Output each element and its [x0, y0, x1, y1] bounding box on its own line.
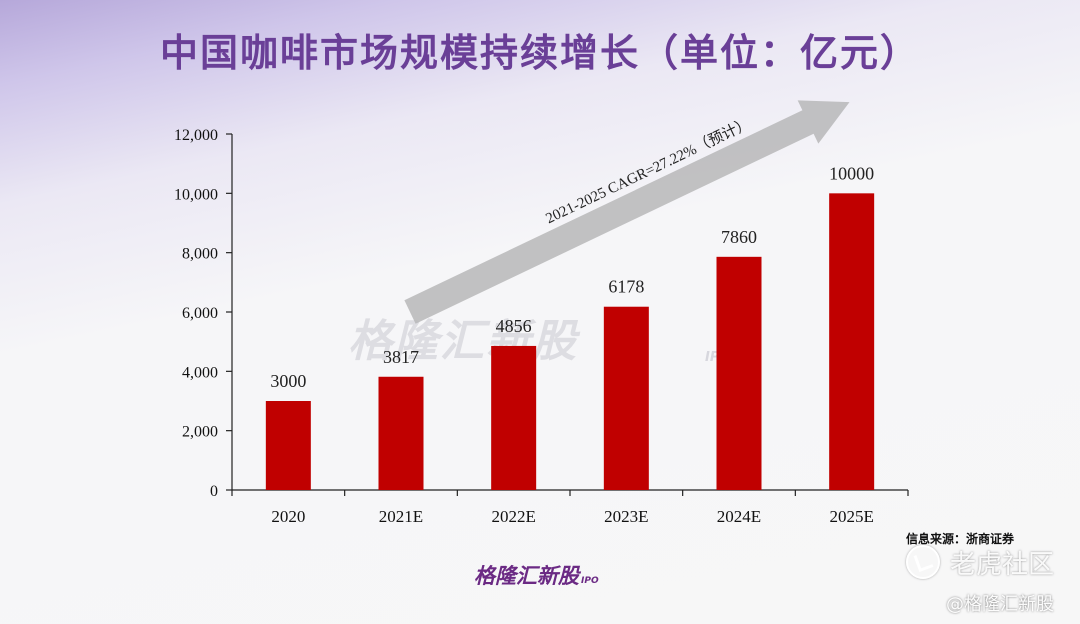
- data-label: 3000: [270, 371, 306, 391]
- bar: [829, 193, 875, 491]
- page-title: 中国咖啡市场规模持续增长（单位：亿元）: [159, 31, 920, 75]
- x-tick-label: 2020: [271, 507, 305, 526]
- y-tick-label: 0: [210, 483, 218, 500]
- data-label: 10000: [829, 163, 874, 183]
- x-tick-label: 2024E: [717, 507, 761, 526]
- y-tick-label: 10,000: [174, 186, 218, 203]
- y-tick-label: 6,000: [182, 305, 218, 322]
- bar: [716, 256, 762, 490]
- bar: [603, 306, 649, 490]
- data-label: 4856: [496, 316, 532, 336]
- y-tick-label: 8,000: [182, 246, 218, 263]
- author-handle: @格隆汇新股: [946, 594, 1054, 615]
- data-label: 3817: [383, 347, 419, 367]
- brand-tag: IPO: [581, 576, 599, 586]
- trend-arrow-shape: [404, 100, 850, 324]
- x-tick-label: 2023E: [604, 507, 648, 526]
- bar: [491, 345, 537, 490]
- x-tick-label: 2022E: [491, 507, 535, 526]
- data-label: 6178: [608, 277, 644, 297]
- bar: [378, 376, 424, 490]
- data-label: 7860: [721, 227, 757, 247]
- tiger-community-watermark: 老虎社区: [906, 542, 1054, 582]
- center-watermark: 格隆汇新股: [348, 316, 578, 367]
- community-name: 老虎社区: [950, 549, 1055, 580]
- bar: [265, 401, 311, 490]
- brand-logo: 格隆汇新股 IPO: [474, 560, 599, 590]
- source-note: 信息来源：浙商证券: [906, 532, 1015, 546]
- y-tick-label: 2,000: [182, 424, 218, 441]
- x-tick-label: 2021E: [379, 507, 423, 526]
- y-tick-label: 4,000: [182, 364, 218, 381]
- tiger-logo-icon: [906, 545, 940, 579]
- y-tick-label: 12,000: [174, 127, 218, 144]
- x-tick-label: 2025E: [829, 507, 873, 526]
- brand-name: 格隆汇新股: [474, 564, 579, 588]
